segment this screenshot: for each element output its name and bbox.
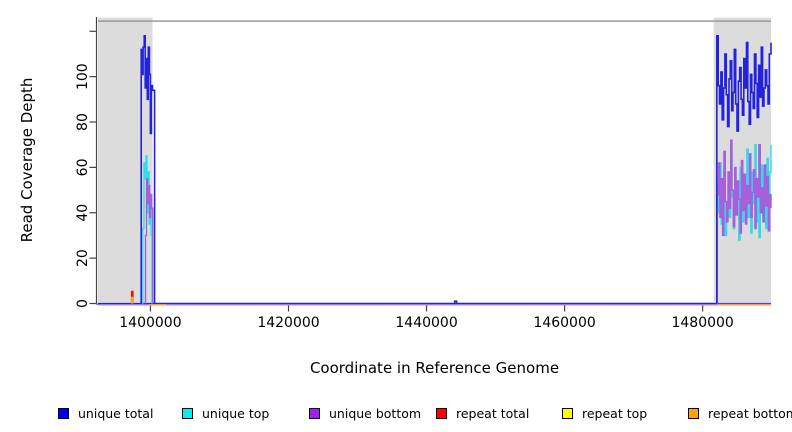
series-line-unique-bottom — [716, 139, 772, 304]
legend-item-unique-total: unique total — [58, 406, 153, 421]
x-tick-label: 1400000 — [119, 315, 181, 331]
legend-swatch-repeat-bottom — [688, 408, 699, 419]
legend-item-repeat-top: repeat top — [562, 406, 647, 421]
y-axis-title: Read Coverage Depth — [18, 77, 36, 243]
y-tick-label: 20 — [75, 249, 91, 267]
x-tick-label: 1480000 — [671, 315, 733, 331]
y-tick-label: 40 — [75, 204, 91, 222]
y-tick-label: 0 — [75, 299, 91, 308]
legend-label: repeat top — [582, 406, 648, 421]
legend-label: unique top — [202, 406, 270, 421]
series-line-unique-total — [716, 35, 772, 304]
legend-swatch-unique-top — [182, 408, 193, 419]
x-tick-label: 1460000 — [533, 315, 595, 331]
legend-swatch-repeat-top — [562, 408, 573, 419]
y-tick-label: 60 — [75, 158, 91, 176]
legend-swatch-unique-total — [58, 408, 69, 419]
legend-label: unique total — [78, 406, 154, 421]
y-tick-label: 100 — [75, 63, 91, 90]
series-line-unique-bottom — [144, 178, 154, 304]
plot-canvas: 0 20 40 60 80 100 1400000 1420000 1440000 1460000… — [75, 17, 772, 331]
x-tick-label: 1440000 — [395, 315, 457, 331]
shaded-region — [98, 17, 153, 302]
legend-label: repeat bottom — [708, 406, 792, 421]
legend-swatch-repeat-total — [436, 408, 447, 419]
legend-item-repeat-bottom: repeat bottom — [688, 406, 792, 421]
legend-item-unique-top: unique top — [182, 406, 269, 421]
series-line-repeat-bottom — [130, 296, 134, 304]
legend-label: unique bottom — [329, 406, 422, 421]
x-axis-title: Coordinate in Reference Genome — [309, 359, 560, 377]
legend-item-repeat-total: repeat total — [436, 406, 529, 421]
series-line-unique-total — [453, 300, 458, 305]
x-tick-label: 1420000 — [257, 315, 319, 331]
legend-item-unique-bottom: unique bottom — [309, 406, 421, 421]
legend-label: repeat total — [456, 406, 530, 421]
legend-swatch-unique-bottom — [309, 408, 320, 419]
y-tick-label: 80 — [75, 113, 91, 131]
series-line-unique-total — [140, 35, 156, 305]
plot-legend: unique total unique top unique bottom repea… — [0, 406, 792, 428]
